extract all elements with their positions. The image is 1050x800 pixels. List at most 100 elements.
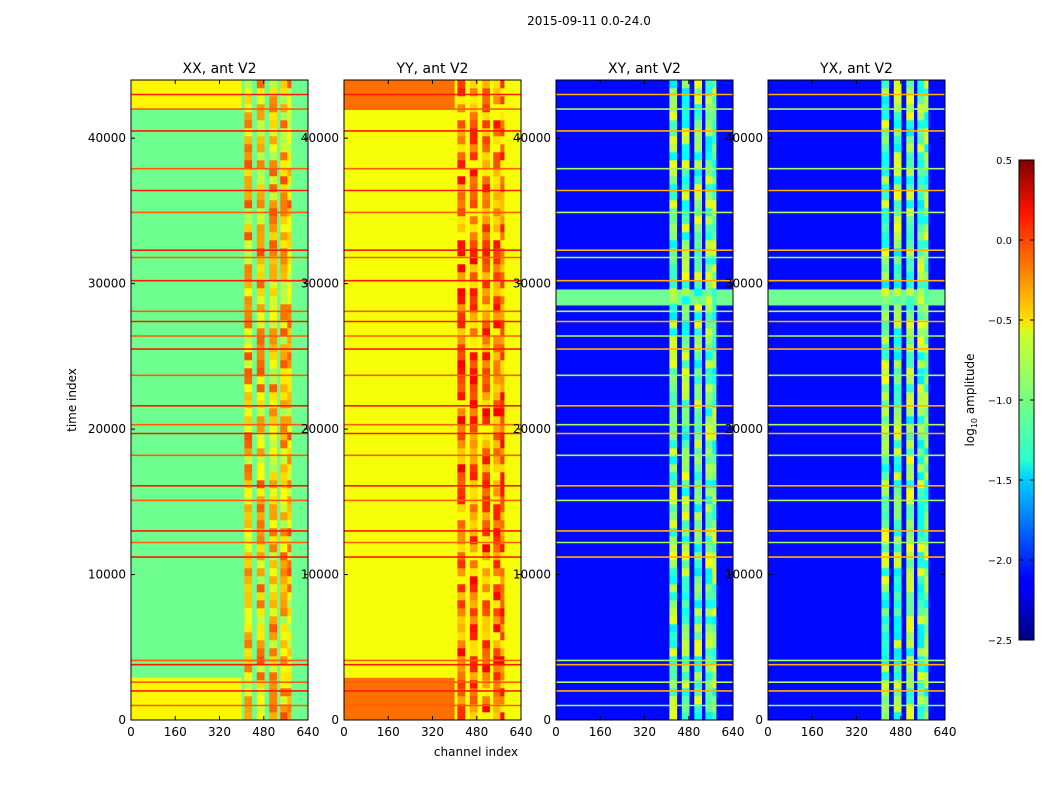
rfi-cell <box>893 160 902 169</box>
rfi-cell <box>269 584 277 593</box>
rfi-cell <box>457 432 466 441</box>
rfi-cell <box>280 176 288 185</box>
rfi-cell <box>482 248 490 257</box>
rfi-cell <box>269 352 277 361</box>
rfi-cell <box>906 440 914 449</box>
rfi-cell <box>493 408 501 417</box>
rfi-cell <box>500 96 505 105</box>
rfi-cell <box>269 88 277 97</box>
rfi-cell <box>287 600 292 609</box>
rfi-cell <box>893 200 902 209</box>
rfi-cell <box>482 360 490 369</box>
rfi-cell <box>500 368 505 377</box>
rfi-cell <box>881 416 890 425</box>
rfi-cell <box>244 672 253 681</box>
rfi-cell <box>906 216 914 225</box>
rfi-cell <box>287 320 292 329</box>
rfi-cell <box>493 192 501 201</box>
rfi-cell <box>457 336 466 345</box>
rfi-cell <box>500 344 505 353</box>
rfi-cell <box>287 640 292 649</box>
rfi-cell <box>681 304 690 313</box>
rfi-cell <box>712 328 717 337</box>
rfi-cell <box>893 648 902 657</box>
rfi-cell <box>712 640 717 649</box>
rfi-cell <box>881 248 890 257</box>
rfi-cell <box>906 184 914 193</box>
rfi-cell <box>287 480 292 489</box>
rfi-cell <box>244 568 253 577</box>
rfi-cell <box>924 128 929 137</box>
rfi-cell <box>705 248 713 257</box>
rfi-cell <box>469 224 478 233</box>
colorbar-tick-label: −2.5 <box>988 636 1012 647</box>
rfi-cell <box>287 200 292 209</box>
rfi-cell <box>287 312 292 321</box>
rfi-cell <box>244 176 253 185</box>
rfi-cell <box>482 432 490 441</box>
rfi-cell <box>482 88 490 97</box>
rfi-cell <box>694 424 702 433</box>
rfi-cell <box>917 584 925 593</box>
rfi-cell <box>924 376 929 385</box>
rfi-cell <box>906 448 914 457</box>
rfi-cell <box>500 584 505 593</box>
rfi-cell <box>457 216 466 225</box>
rfi-cell <box>906 96 914 105</box>
rfi-cell <box>244 464 253 473</box>
rfi-cell <box>681 448 690 457</box>
rfi-cell <box>881 624 890 633</box>
rfi-cell <box>244 120 253 129</box>
rfi-cell <box>893 224 902 233</box>
colorbar-tick-label: −1.5 <box>988 476 1012 487</box>
rfi-cell <box>280 616 288 625</box>
rfi-cell <box>500 80 505 89</box>
rfi-cell <box>669 488 678 497</box>
rfi-cell <box>500 616 505 625</box>
panel-title: YY, ant V2 <box>396 61 469 77</box>
rfi-cell <box>500 592 505 601</box>
rfi-cell <box>917 592 925 601</box>
rfi-cell <box>457 424 466 433</box>
rfi-cell <box>457 120 466 129</box>
rfi-cell <box>256 504 265 513</box>
rfi-cell <box>694 120 702 129</box>
rfi-cell <box>269 616 277 625</box>
rfi-cell <box>493 304 501 313</box>
rfi-cell <box>694 464 702 473</box>
rfi-cell <box>881 296 890 305</box>
rfi-cell <box>893 96 902 105</box>
rfi-cell <box>924 568 929 577</box>
rfi-cell <box>280 408 288 417</box>
rfi-cell <box>712 160 717 169</box>
rfi-cell <box>705 400 713 409</box>
rfi-cell <box>917 416 925 425</box>
rfi-cell <box>705 176 713 185</box>
rfi-cell <box>681 184 690 193</box>
rfi-cell <box>500 176 505 185</box>
rfi-cell <box>482 312 490 321</box>
rfi-cell <box>681 104 690 113</box>
rfi-cell <box>269 112 277 121</box>
rfi-cell <box>881 616 890 625</box>
rfi-cell <box>469 216 478 225</box>
rfi-cell <box>493 608 501 617</box>
rfi-cell <box>269 664 277 673</box>
rfi-cell <box>906 288 914 297</box>
rfi-cell <box>893 88 902 97</box>
rfi-cell <box>469 544 478 553</box>
rfi-cell <box>493 248 501 257</box>
rfi-cell <box>712 648 717 657</box>
rfi-cell <box>881 432 890 441</box>
rfi-cell <box>694 536 702 545</box>
rfi-cell <box>924 272 929 281</box>
rfi-cell <box>469 672 478 681</box>
rfi-cell <box>893 464 902 473</box>
rfi-cell <box>681 384 690 393</box>
rfi-cell <box>244 232 253 241</box>
rfi-cell <box>287 416 292 425</box>
rfi-cell <box>469 448 478 457</box>
rfi-cell <box>881 392 890 401</box>
rfi-cell <box>893 144 902 153</box>
rfi-cell <box>256 168 265 177</box>
